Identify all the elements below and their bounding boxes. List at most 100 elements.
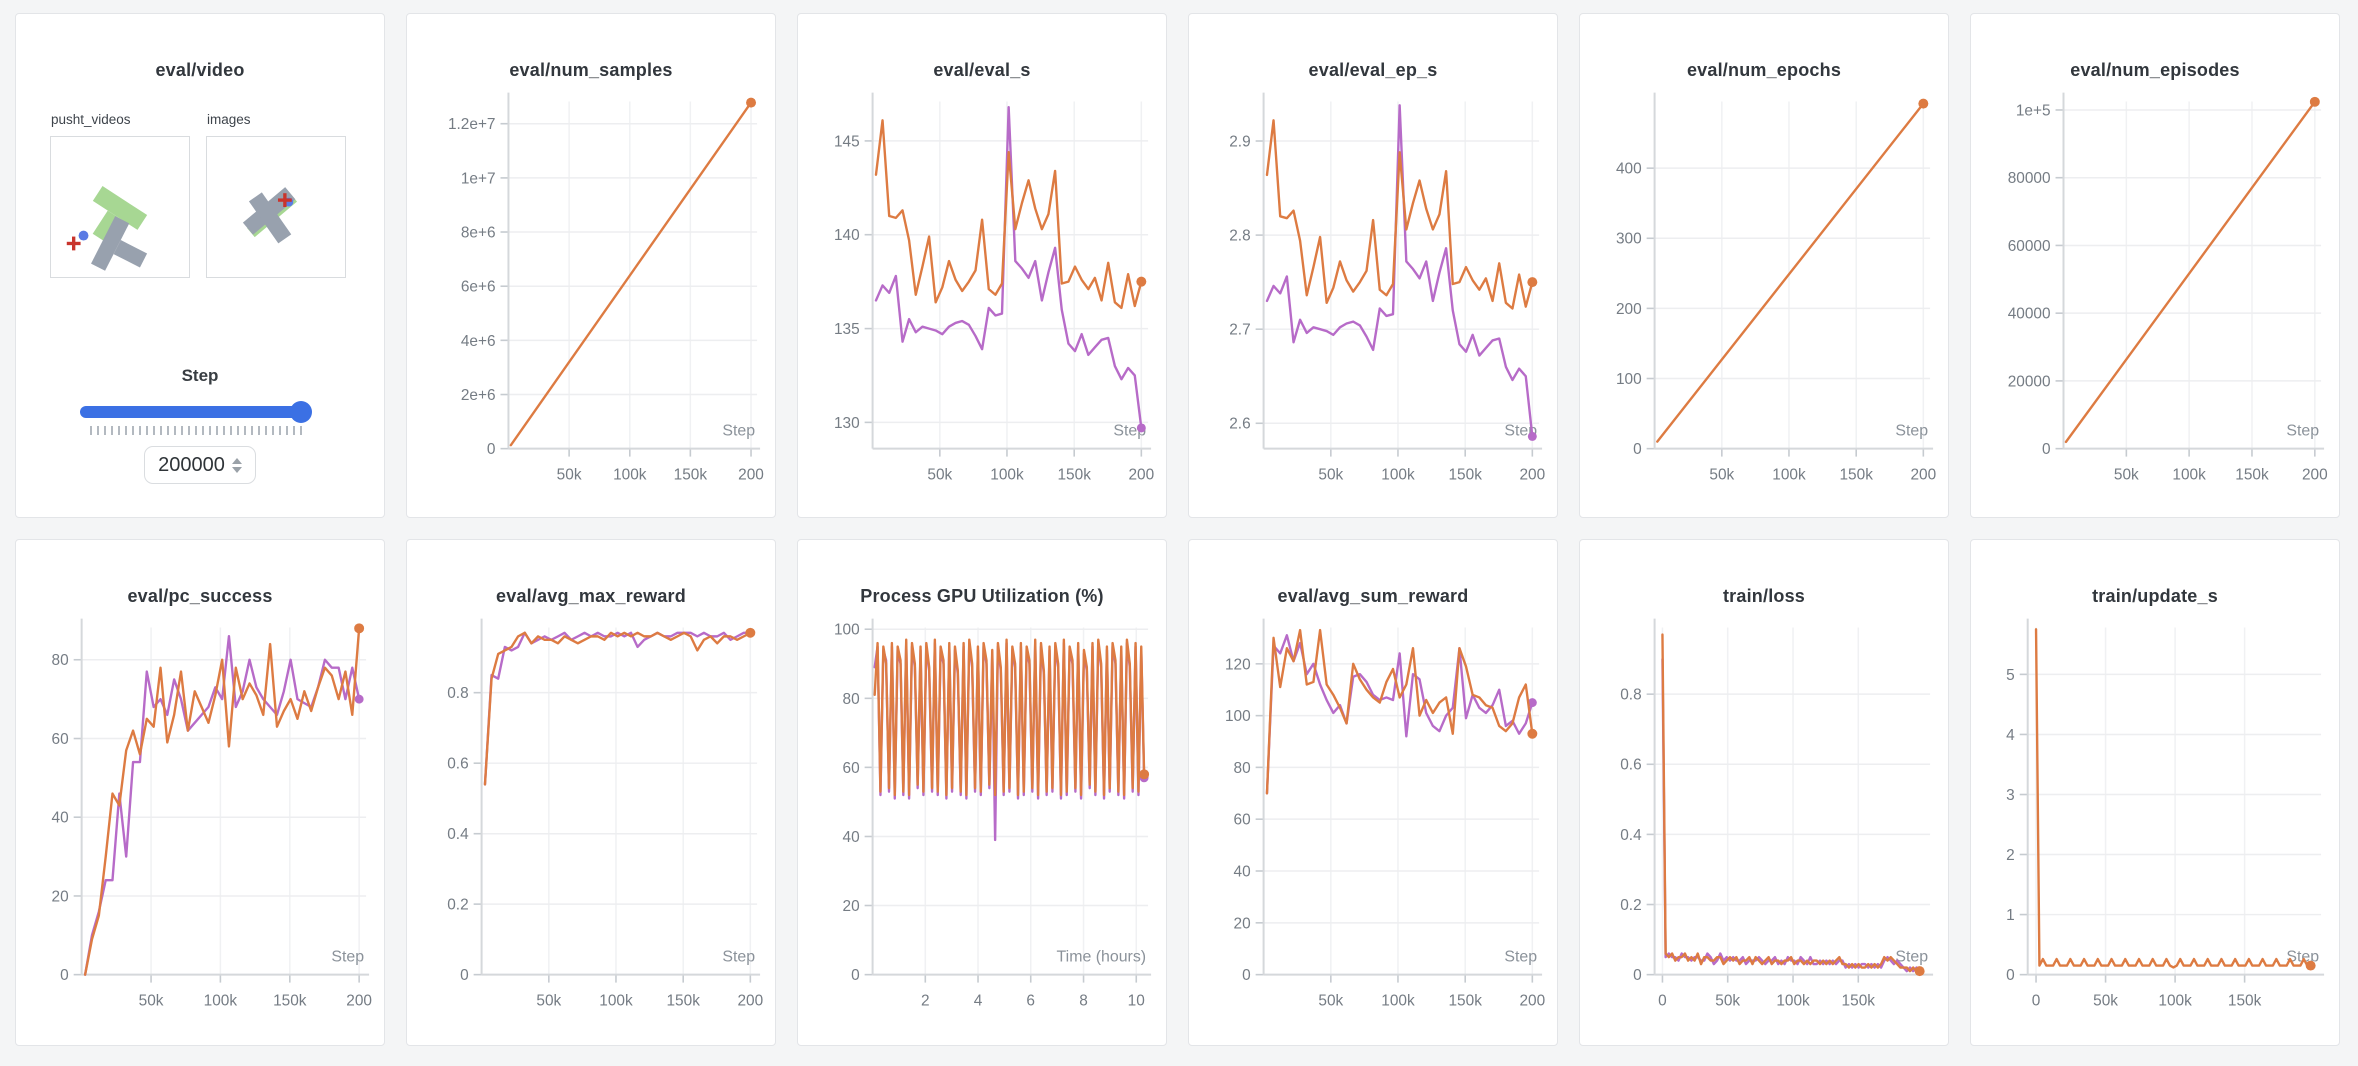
svg-text:300: 300 [1616, 231, 1642, 248]
svg-text:Step: Step [722, 423, 755, 440]
step-stepper[interactable] [231, 457, 242, 473]
svg-text:60: 60 [1234, 812, 1251, 829]
step-decrement-icon[interactable] [231, 466, 242, 473]
panel-eval-avg-sum-reward[interactable]: eval/avg_sum_reward 50k 100k 150k 200 0 20 40 6… [1188, 539, 1558, 1046]
panel-train-update-s[interactable]: train/update_s 0 50k 100k 150k 0 1 2 3 4 5 Step [1970, 539, 2340, 1046]
eval-num-samples-chart[interactable]: 50k 100k 150k 200 0 2e+6 4e+6 6e+6 8e+6 1e+7 1.2e+… [407, 14, 775, 517]
chart-title: train/loss [1722, 586, 1806, 606]
series-run-orange [1661, 633, 1921, 973]
eval-avg-sum-reward-chart[interactable]: 50k 100k 150k 200 0 20 40 60 80 100 120 Step [1189, 540, 1557, 1045]
svg-text:0.4: 0.4 [1620, 827, 1642, 844]
panel-eval-eval-s[interactable]: eval/eval_s 50k 100k 150k 200 130 135 140 145 St… [797, 13, 1167, 518]
series-run-orange-endpoint [746, 97, 757, 108]
media-row: pusht_videos [50, 112, 346, 278]
series-run-purple-endpoint [1527, 698, 1537, 708]
panel-eval-num-samples[interactable]: eval/num_samples 50k 100k 150k 200 0 2e+6 4e+6… [406, 13, 776, 518]
svg-text:4e+6: 4e+6 [461, 333, 496, 350]
svg-text:0: 0 [2032, 992, 2041, 1009]
svg-text:20000: 20000 [2008, 373, 2051, 390]
svg-text:150k: 150k [674, 466, 708, 483]
chart-title: train/update_s [2092, 586, 2218, 606]
eval-num-episodes-chart[interactable]: 50k 100k 150k 200 0 20000 40000 60000 80000 1e+5 S… [1971, 14, 2339, 517]
chart-title: eval/avg_sum_reward [1277, 586, 1469, 606]
svg-text:50k: 50k [536, 992, 561, 1009]
svg-text:50k: 50k [1715, 992, 1740, 1009]
svg-text:60000: 60000 [2008, 238, 2051, 255]
panel-eval-num-episodes[interactable]: eval/num_episodes 50k 100k 150k 200 0 20000 40… [1970, 13, 2340, 518]
panel-eval-pc-success[interactable]: eval/pc_success 50k 100k 150k 200 0 20 40 60 80 S… [15, 539, 385, 1046]
svg-text:80: 80 [1234, 760, 1251, 777]
panel-eval-eval-ep-s[interactable]: eval/eval_ep_s 50k 100k 150k 200 2.6 2.7 2.8 2.… [1188, 13, 1558, 518]
svg-text:40: 40 [843, 829, 860, 846]
chart-title: eval/num_epochs [1686, 60, 1842, 80]
svg-text:5: 5 [2006, 667, 2015, 684]
eval-avg-max-reward-chart[interactable]: 50k 100k 150k 200 0 0.2 0.4 0.6 0.8 Step [407, 540, 775, 1045]
series-run-orange-endpoint [2305, 960, 2316, 971]
svg-text:145: 145 [834, 133, 860, 150]
panel-eval-avg-max-reward[interactable]: eval/avg_max_reward 50k 100k 150k 200 0 0.2 0.… [406, 539, 776, 1046]
step-value[interactable]: 200000 [158, 453, 225, 476]
svg-text:50k: 50k [1318, 466, 1343, 483]
svg-text:20: 20 [843, 898, 860, 915]
panel-train-loss[interactable]: train/loss 0 50k 100k 150k 0 0.2 0.4 0.6 0.8 Step [1579, 539, 1949, 1046]
svg-text:0: 0 [60, 967, 69, 984]
svg-text:20: 20 [1234, 915, 1251, 932]
panel-gpu-utilization[interactable]: Process GPU Utilization (%) 2 4 6 8 10 0 20 40 6… [797, 539, 1167, 1046]
svg-text:200: 200 [738, 466, 764, 483]
svg-text:0: 0 [460, 967, 469, 984]
svg-text:Step: Step [2286, 423, 2319, 440]
series-run-orange [1265, 628, 1534, 795]
svg-text:0: 0 [851, 967, 860, 984]
svg-text:200: 200 [1616, 301, 1642, 318]
train-loss-chart[interactable]: 0 50k 100k 150k 0 0.2 0.4 0.6 0.8 Step [1580, 540, 1948, 1045]
svg-text:50k: 50k [557, 466, 582, 483]
svg-text:100k: 100k [1381, 992, 1415, 1009]
svg-text:10: 10 [1128, 992, 1145, 1009]
svg-text:150k: 150k [2235, 466, 2269, 483]
svg-text:100k: 100k [990, 466, 1024, 483]
svg-text:140: 140 [834, 227, 860, 244]
svg-text:100k: 100k [204, 992, 238, 1009]
media-images: images [206, 112, 346, 278]
eval-num-epochs-chart[interactable]: 50k 100k 150k 200 0 100 200 300 400 Step [1580, 14, 1948, 517]
svg-text:2: 2 [2006, 847, 2015, 864]
svg-text:80: 80 [843, 691, 860, 708]
series-run-orange [1265, 119, 1534, 310]
svg-text:50k: 50k [927, 466, 952, 483]
svg-text:Step: Step [722, 949, 755, 966]
series-run-orange-endpoint [354, 623, 365, 634]
svg-text:0: 0 [1658, 992, 1667, 1009]
svg-text:1e+7: 1e+7 [461, 170, 496, 187]
step-number-input[interactable]: 200000 [144, 446, 256, 484]
svg-text:0.4: 0.4 [447, 826, 469, 843]
svg-text:130: 130 [834, 415, 860, 432]
series-run-orange-endpoint [1914, 966, 1925, 977]
pusht-image-thumbnail[interactable] [206, 136, 346, 278]
svg-text:100k: 100k [599, 992, 633, 1009]
svg-text:0.8: 0.8 [1620, 687, 1641, 704]
step-slider-track[interactable] [80, 401, 312, 423]
chart-title: Process GPU Utilization (%) [860, 586, 1104, 606]
svg-text:100k: 100k [2172, 466, 2206, 483]
series-run-orange-endpoint [1527, 277, 1538, 288]
series-run-orange [1656, 102, 1925, 443]
series-run-purple [1265, 634, 1534, 795]
eval-pc-success-chart[interactable]: 50k 100k 150k 200 0 20 40 60 80 Step [16, 540, 384, 1045]
step-slider-label: Step [181, 366, 219, 385]
goal-cross-icon [66, 236, 81, 251]
step-increment-icon[interactable] [231, 457, 242, 464]
panel-eval-num-epochs[interactable]: eval/num_epochs 50k 100k 150k 200 0 100 200 300… [1579, 13, 1949, 518]
pusht-video-thumbnail[interactable] [50, 136, 190, 278]
step-slider-thumb[interactable] [290, 401, 312, 423]
panel-eval-video[interactable]: eval/video pusht_videos [15, 13, 385, 518]
svg-text:150k: 150k [1839, 466, 1873, 483]
svg-text:1.2e+7: 1.2e+7 [448, 116, 496, 133]
series-run-orange-endpoint [2309, 96, 2320, 107]
svg-text:1e+5: 1e+5 [2016, 102, 2051, 119]
svg-text:0.8: 0.8 [447, 685, 468, 702]
media-pusht-videos: pusht_videos [50, 112, 190, 278]
